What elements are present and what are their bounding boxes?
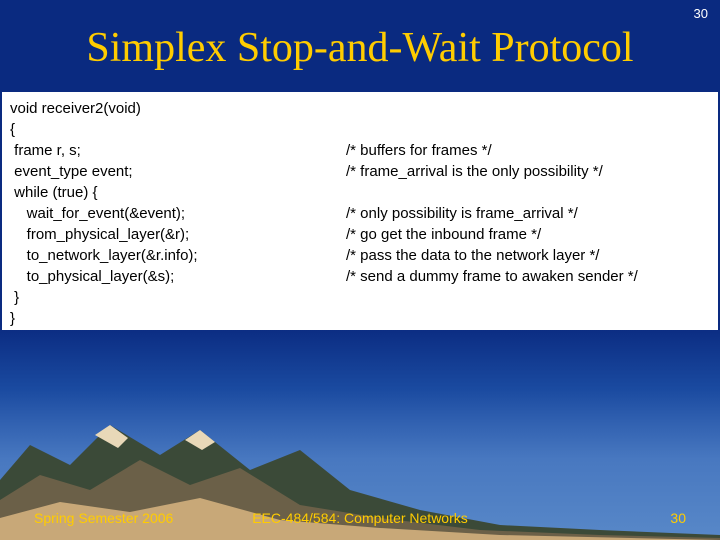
code-comment xyxy=(346,98,710,119)
code-line: } xyxy=(10,287,346,308)
code-line: from_physical_layer(&r); xyxy=(10,224,346,245)
code-comment: /* go get the inbound frame */ xyxy=(346,224,710,245)
slide: 30 Simplex Stop-and-Wait Protocol void r… xyxy=(0,0,720,540)
code-line: void receiver2(void) xyxy=(10,98,346,119)
code-table: void receiver2(void) { frame r, s;/* buf… xyxy=(10,98,710,329)
page-number-top: 30 xyxy=(694,6,708,21)
code-line: { xyxy=(10,119,346,140)
code-line: frame r, s; xyxy=(10,140,346,161)
code-comment xyxy=(346,182,710,203)
code-comment xyxy=(346,119,710,140)
code-comment: /* only possibility is frame_arrival */ xyxy=(346,203,710,224)
code-comment: /* pass the data to the network layer */ xyxy=(346,245,710,266)
code-line: to_physical_layer(&s); xyxy=(10,266,346,287)
code-block: void receiver2(void) { frame r, s;/* buf… xyxy=(2,92,718,330)
code-line: to_network_layer(&r.info); xyxy=(10,245,346,266)
code-line: wait_for_event(&event); xyxy=(10,203,346,224)
code-comment xyxy=(346,287,710,308)
footer-right: 30 xyxy=(670,510,686,526)
code-comment: /* frame_arrival is the only possibility… xyxy=(346,161,710,182)
slide-title: Simplex Stop-and-Wait Protocol xyxy=(0,24,720,72)
code-comment: /* send a dummy frame to awaken sender *… xyxy=(346,266,710,287)
code-comment: /* buffers for frames */ xyxy=(346,140,710,161)
code-comment xyxy=(346,308,710,329)
code-line: } xyxy=(10,308,346,329)
footer-center: EEC-484/584: Computer Networks xyxy=(0,510,720,526)
code-line: event_type event; xyxy=(10,161,346,182)
code-line: while (true) { xyxy=(10,182,346,203)
